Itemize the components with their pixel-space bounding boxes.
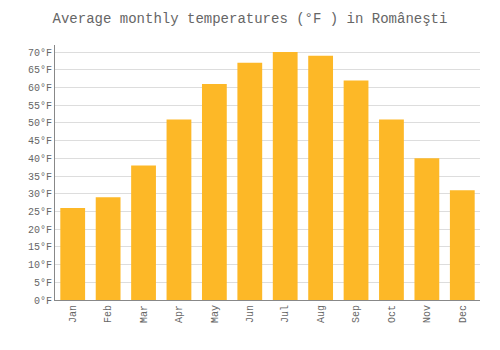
svg-text:Jul: Jul — [280, 305, 291, 323]
svg-text:Aug: Aug — [316, 305, 327, 323]
svg-text:25°F: 25°F — [28, 207, 52, 218]
svg-text:45°F: 45°F — [28, 136, 52, 147]
svg-text:10°F: 10°F — [28, 260, 52, 271]
svg-text:Sep: Sep — [351, 305, 362, 323]
svg-text:Nov: Nov — [422, 305, 433, 323]
svg-text:Dec: Dec — [458, 305, 469, 323]
svg-text:40°F: 40°F — [28, 154, 52, 165]
svg-text:0°F: 0°F — [34, 296, 52, 307]
svg-text:May: May — [210, 305, 221, 323]
svg-text:30°F: 30°F — [28, 189, 52, 200]
svg-text:35°F: 35°F — [28, 172, 52, 183]
svg-text:Jan: Jan — [68, 305, 79, 323]
svg-text:Apr: Apr — [174, 305, 185, 323]
svg-text:Average monthly temperatures (: Average monthly temperatures (°F ) in Ro… — [53, 11, 448, 27]
svg-text:Jun: Jun — [245, 305, 256, 323]
svg-text:60°F: 60°F — [28, 83, 52, 94]
svg-text:50°F: 50°F — [28, 118, 52, 129]
svg-text:65°F: 65°F — [28, 65, 52, 76]
svg-text:Feb: Feb — [103, 305, 114, 323]
svg-text:5°F: 5°F — [34, 278, 52, 289]
svg-text:70°F: 70°F — [28, 48, 52, 59]
svg-text:Oct: Oct — [387, 305, 398, 323]
svg-text:55°F: 55°F — [28, 101, 52, 112]
svg-text:Mar: Mar — [139, 305, 150, 323]
svg-text:20°F: 20°F — [28, 225, 52, 236]
svg-text:15°F: 15°F — [28, 242, 52, 253]
